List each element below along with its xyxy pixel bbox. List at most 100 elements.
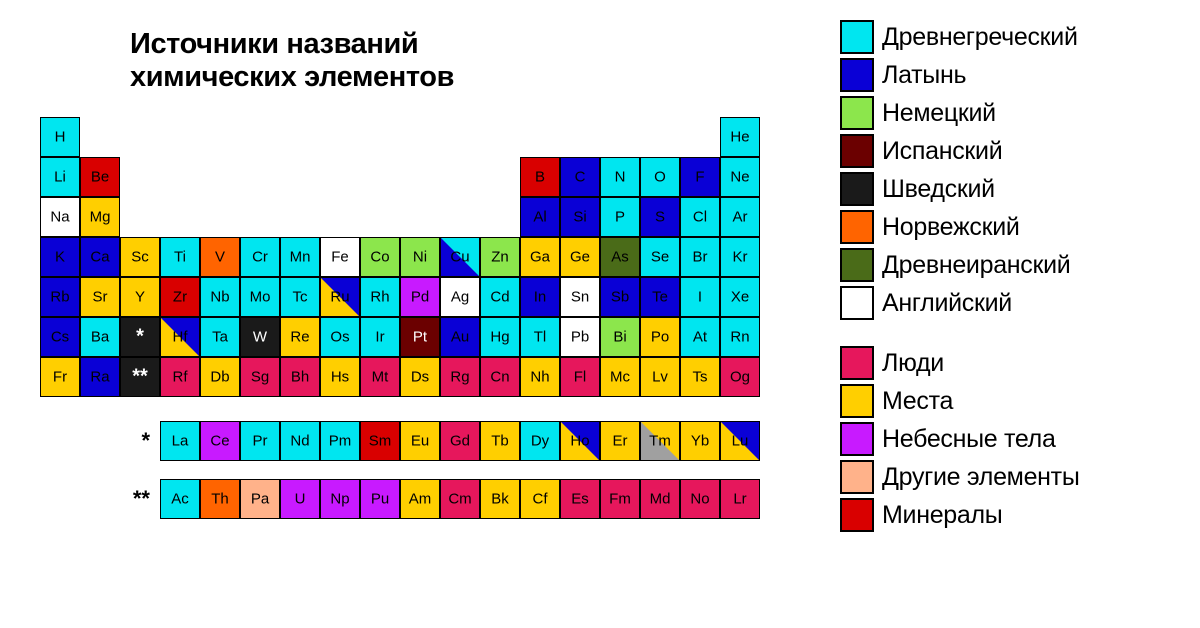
element-cell: Ac	[160, 479, 200, 519]
element-cell: Ho	[560, 421, 600, 461]
element-cell: U	[280, 479, 320, 519]
element-symbol: Nb	[210, 288, 229, 305]
element-cell: Cl	[680, 197, 720, 237]
element-cell: Hg	[480, 317, 520, 357]
element-symbol: Os	[330, 328, 349, 345]
element-symbol: Pm	[329, 432, 352, 449]
element-symbol: Si	[573, 208, 586, 225]
element-cell: Os	[320, 317, 360, 357]
element-cell: Sg	[240, 357, 280, 397]
table-row: KCaScTiVCrMnFeCoNiCuZnGaGeAsSeBrKr	[40, 237, 810, 277]
element-symbol: Sn	[571, 288, 589, 305]
element-cell: Ta	[200, 317, 240, 357]
element-symbol: Og	[730, 368, 750, 385]
element-symbol: Cr	[252, 248, 268, 265]
element-symbol: Cd	[490, 288, 509, 305]
element-symbol: Ds	[411, 368, 429, 385]
element-symbol: Cf	[533, 490, 548, 507]
element-symbol: W	[253, 328, 267, 345]
element-cell: Mc	[600, 357, 640, 397]
element-cell: Md	[640, 479, 680, 519]
element-symbol: Zn	[491, 248, 509, 265]
element-symbol: Ce	[210, 432, 229, 449]
element-cell: Cn	[480, 357, 520, 397]
legend: ДревнегреческийЛатыньНемецкийИспанскийШв…	[820, 0, 1200, 628]
legend-item: Латынь	[840, 58, 1200, 92]
element-cell: Li	[40, 157, 80, 197]
element-symbol: Cs	[51, 328, 69, 345]
element-cell: Pb	[560, 317, 600, 357]
element-symbol: Se	[651, 248, 669, 265]
element-symbol: Ne	[730, 168, 749, 185]
element-cell: Am	[400, 479, 440, 519]
element-symbol: Au	[451, 328, 469, 345]
element-symbol: Xe	[731, 288, 749, 305]
element-cell: Og	[720, 357, 760, 397]
element-cell: Ca	[80, 237, 120, 277]
element-cell: Bh	[280, 357, 320, 397]
element-cell: P	[600, 197, 640, 237]
element-symbol: Rb	[50, 288, 69, 305]
element-symbol: As	[611, 248, 629, 265]
element-cell: Mg	[80, 197, 120, 237]
element-cell: Ir	[360, 317, 400, 357]
element-symbol: Yb	[691, 432, 709, 449]
element-cell: Al	[520, 197, 560, 237]
element-cell: Pt	[400, 317, 440, 357]
page-title: Источники названий химических элементов	[130, 28, 810, 95]
element-cell: La	[160, 421, 200, 461]
element-cell: No	[680, 479, 720, 519]
element-symbol: Lu	[732, 432, 749, 449]
legend-item: Шведский	[840, 172, 1200, 206]
legend-swatch	[840, 498, 874, 532]
element-symbol: Es	[571, 490, 589, 507]
element-symbol: Bi	[613, 328, 626, 345]
element-symbol: Tl	[534, 328, 547, 345]
element-cell: Db	[200, 357, 240, 397]
element-symbol: Sr	[93, 288, 108, 305]
element-cell: Y	[120, 277, 160, 317]
element-cell: Tc	[280, 277, 320, 317]
page: Источники названий химических элементов …	[0, 0, 1200, 628]
element-symbol: Ac	[171, 490, 189, 507]
element-cell: S	[640, 197, 680, 237]
element-cell: Si	[560, 197, 600, 237]
element-symbol: Ts	[693, 368, 708, 385]
element-cell: Rf	[160, 357, 200, 397]
legend-item: Испанский	[840, 134, 1200, 168]
element-cell: Cf	[520, 479, 560, 519]
element-symbol: Sb	[611, 288, 629, 305]
legend-item: Минералы	[840, 498, 1200, 532]
element-symbol: Fr	[53, 368, 67, 385]
legend-label: Места	[882, 387, 953, 416]
element-symbol: U	[295, 490, 306, 507]
element-cell: Ge	[560, 237, 600, 277]
table-row: HHe	[40, 117, 810, 157]
legend-swatch	[840, 248, 874, 282]
series-marker: **	[40, 486, 160, 512]
element-symbol: Tc	[293, 288, 308, 305]
element-symbol: Li	[54, 168, 66, 185]
element-cell: Xe	[720, 277, 760, 317]
element-symbol: Mt	[372, 368, 389, 385]
element-symbol: Nd	[290, 432, 309, 449]
element-cell: Br	[680, 237, 720, 277]
element-symbol: Lr	[733, 490, 746, 507]
element-symbol: Pa	[251, 490, 269, 507]
legend-swatch	[840, 422, 874, 456]
legend-item: Места	[840, 384, 1200, 418]
legend-item: Древнегреческий	[840, 20, 1200, 54]
element-symbol: Ba	[91, 328, 109, 345]
element-cell: Mo	[240, 277, 280, 317]
element-cell: Dy	[520, 421, 560, 461]
element-cell: N	[600, 157, 640, 197]
element-cell: Na	[40, 197, 80, 237]
element-symbol: Be	[91, 168, 109, 185]
element-cell: Hf	[160, 317, 200, 357]
element-cell: Gd	[440, 421, 480, 461]
element-symbol: Fl	[574, 368, 587, 385]
element-symbol: Cl	[693, 208, 707, 225]
element-symbol: Bh	[291, 368, 309, 385]
element-cell: Po	[640, 317, 680, 357]
element-cell: Au	[440, 317, 480, 357]
